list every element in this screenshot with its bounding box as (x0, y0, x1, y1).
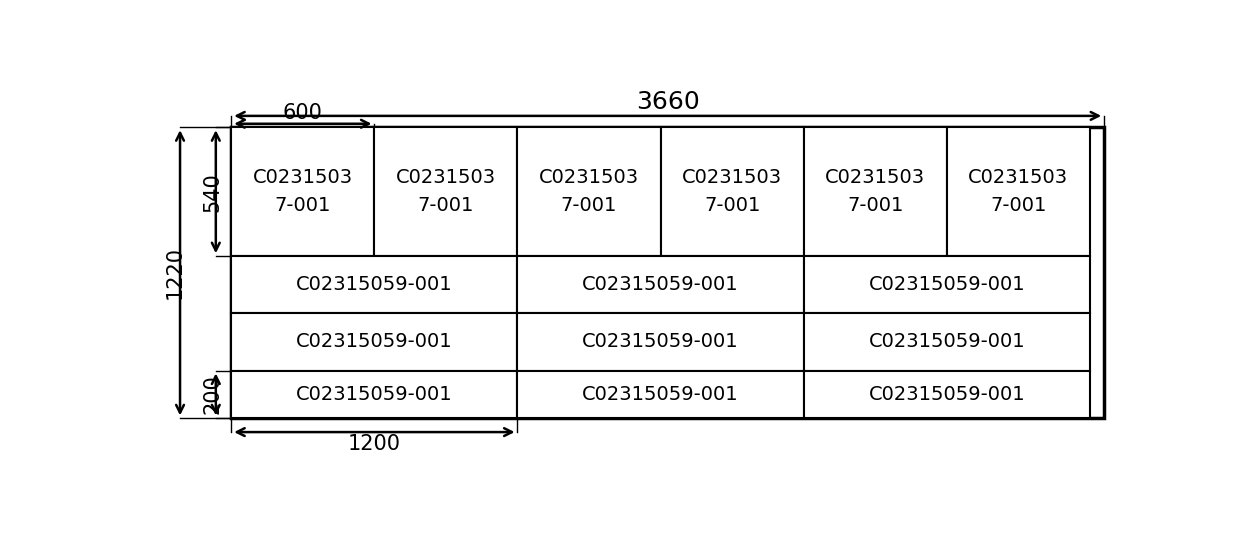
Bar (232, 127, 374, 256)
Text: C02315059-001: C02315059-001 (868, 275, 1025, 294)
Text: 3660: 3660 (636, 91, 699, 114)
Bar (661, 127, 804, 256)
Text: 1220: 1220 (165, 246, 185, 299)
Bar (804, 370, 1090, 418)
Bar (232, 370, 517, 418)
Text: C0231503
7-001: C0231503 7-001 (253, 168, 353, 215)
Text: C02315059-001: C02315059-001 (296, 385, 453, 404)
Bar (517, 256, 804, 313)
Text: C0231503
7-001: C0231503 7-001 (682, 168, 782, 215)
Text: 200: 200 (202, 375, 222, 414)
Text: C02315059-001: C02315059-001 (296, 333, 453, 351)
Text: C0231503
7-001: C0231503 7-001 (396, 168, 496, 215)
Text: C02315059-001: C02315059-001 (583, 333, 739, 351)
Text: C02315059-001: C02315059-001 (868, 385, 1025, 404)
Bar (374, 127, 517, 256)
Text: 540: 540 (202, 172, 222, 212)
Text: C02315059-001: C02315059-001 (583, 385, 739, 404)
Bar (946, 127, 1090, 256)
Text: C0231503
7-001: C0231503 7-001 (825, 168, 925, 215)
Text: C02315059-001: C02315059-001 (583, 275, 739, 294)
Bar (232, 127, 1104, 418)
Text: 1200: 1200 (348, 434, 401, 454)
Bar (232, 313, 517, 370)
Bar (517, 127, 661, 256)
Bar (804, 256, 1090, 313)
Bar (232, 256, 517, 313)
Text: C0231503
7-001: C0231503 7-001 (968, 168, 1069, 215)
Text: 600: 600 (283, 102, 322, 122)
Text: C02315059-001: C02315059-001 (868, 333, 1025, 351)
Text: C02315059-001: C02315059-001 (296, 275, 453, 294)
Bar (517, 370, 804, 418)
Text: C0231503
7-001: C0231503 7-001 (539, 168, 639, 215)
Bar (804, 313, 1090, 370)
Bar (804, 127, 946, 256)
Bar (517, 313, 804, 370)
